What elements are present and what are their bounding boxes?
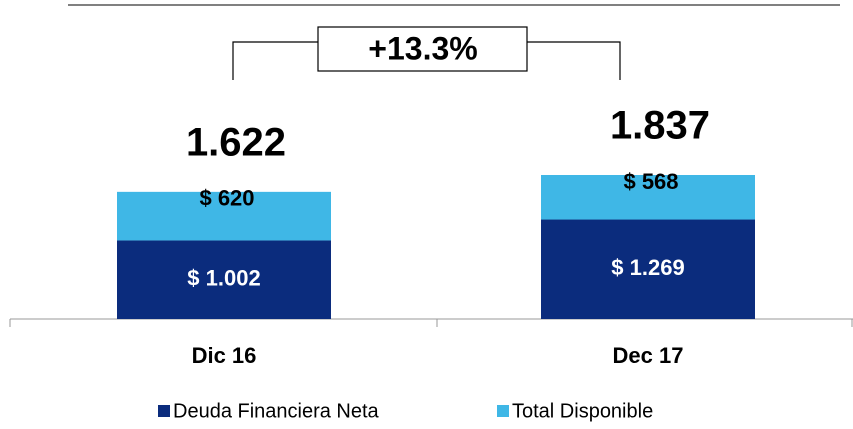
bracket-left — [232, 41, 318, 80]
bar-segment — [541, 175, 755, 220]
growth-annotation: +13.3% — [368, 30, 477, 66]
value-label: $ 620 — [199, 186, 254, 211]
total-label: 1.622 — [186, 120, 286, 164]
bar-segment — [541, 219, 755, 319]
legend-swatch — [158, 405, 170, 417]
legend-swatch — [497, 405, 509, 417]
bracket-right — [527, 41, 621, 80]
value-label: $ 1.269 — [611, 255, 684, 280]
x-tick-label: Dec 17 — [613, 343, 684, 368]
annotation-box — [317, 26, 528, 72]
bar-segment — [117, 191, 331, 241]
total-label: 1.837 — [610, 104, 710, 148]
value-label: $ 568 — [623, 169, 678, 194]
legend-label: Total Disponible — [512, 400, 653, 422]
legend-label: Deuda Financiera Neta — [173, 400, 380, 422]
bar-segment — [117, 240, 331, 319]
value-label: $ 1.002 — [187, 266, 260, 291]
x-tick-label: Dic 16 — [192, 343, 257, 368]
